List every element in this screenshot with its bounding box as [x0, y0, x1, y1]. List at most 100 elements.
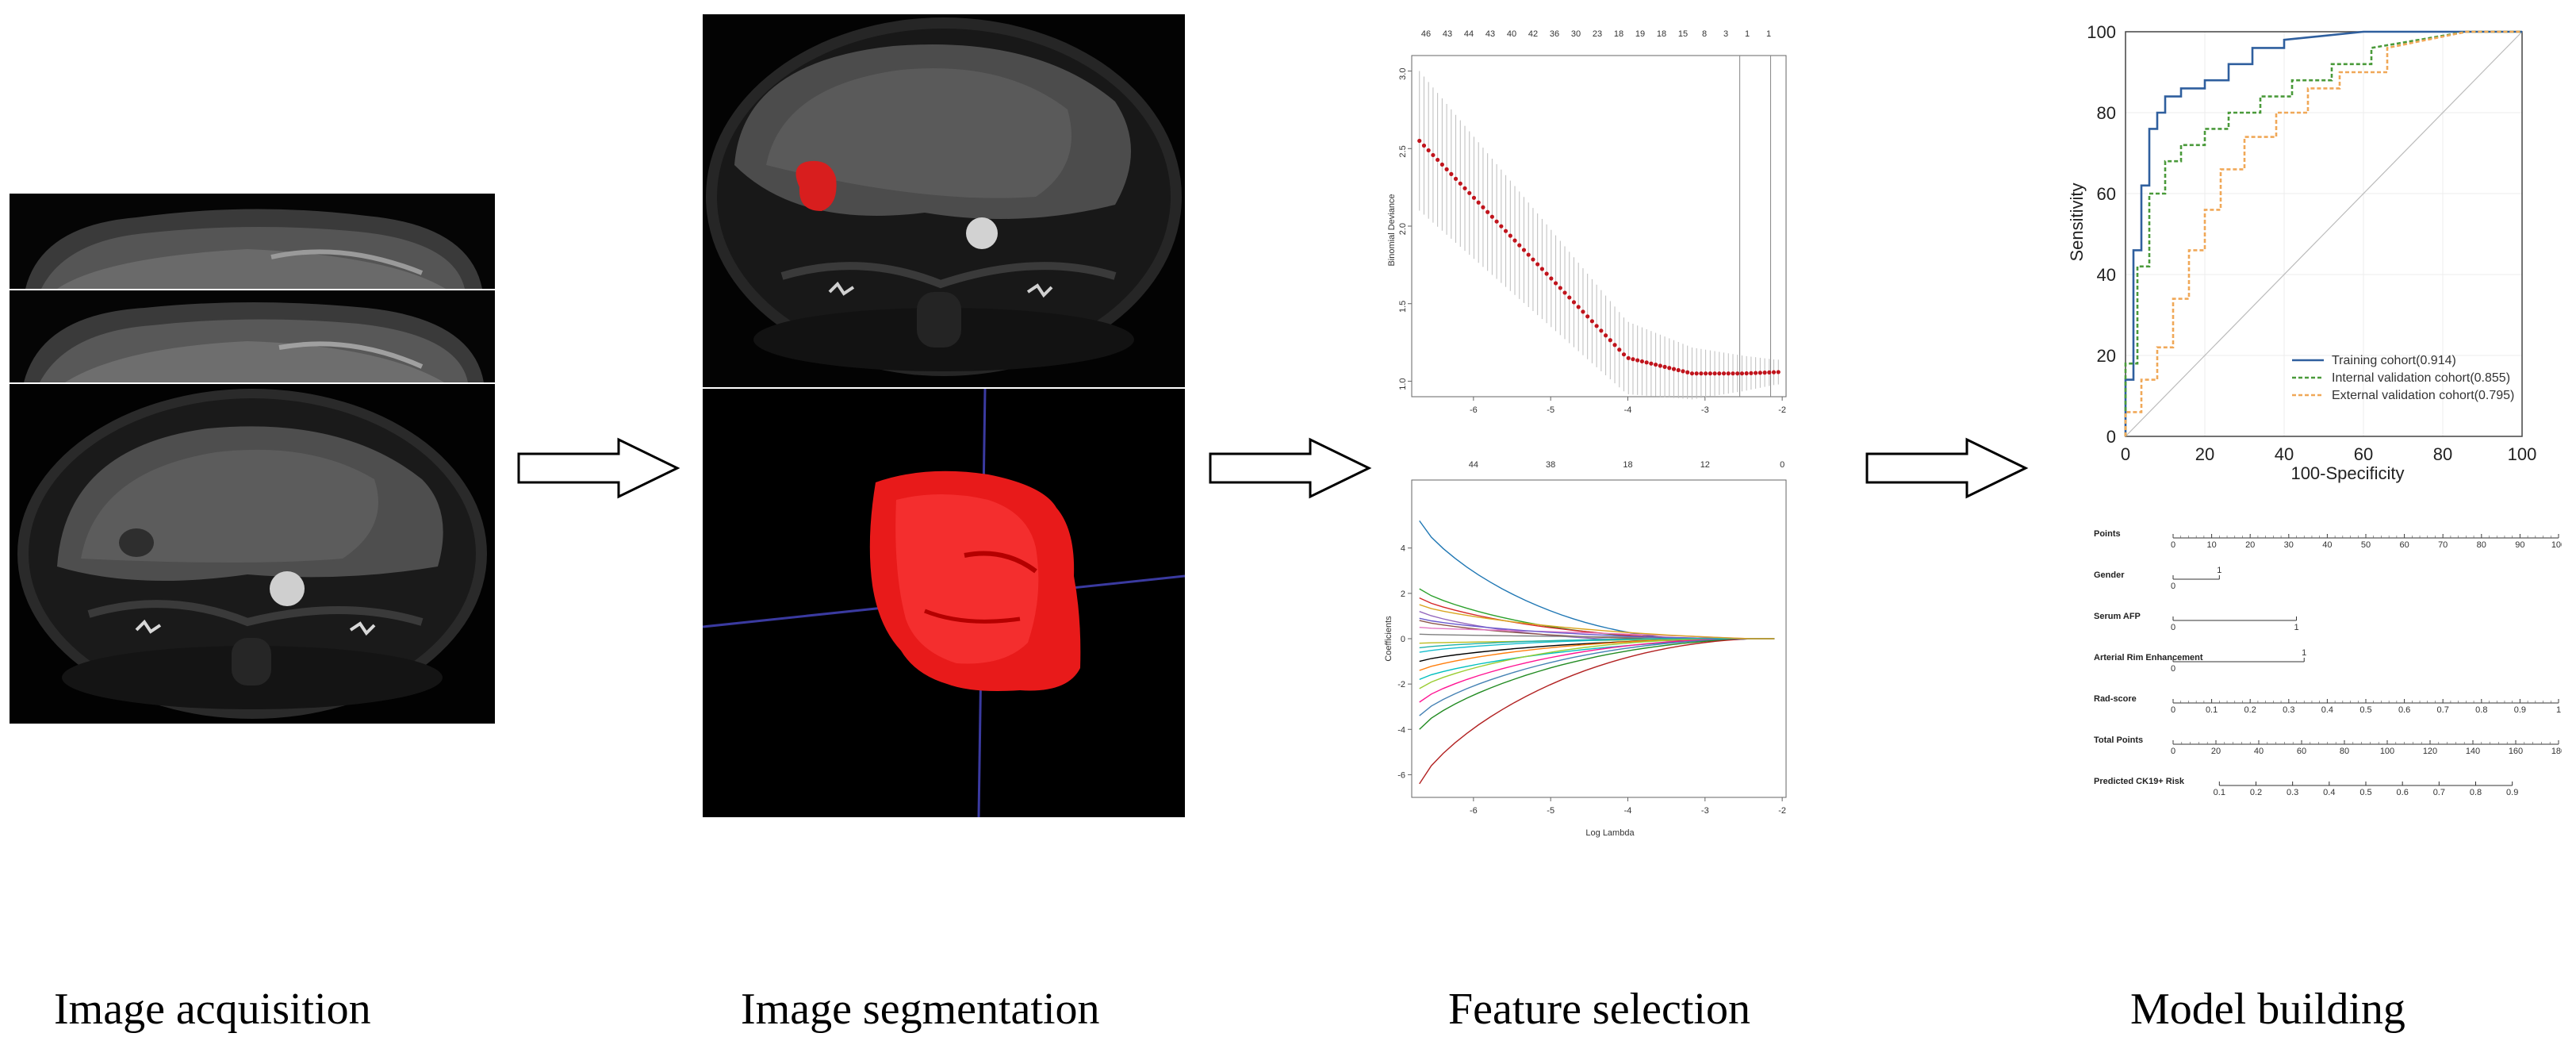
nomogram-tick-label: 0 — [2171, 623, 2175, 632]
nomogram-tick-label: 0.2 — [2244, 705, 2256, 715]
tumor-3d-render — [703, 389, 1185, 817]
deviance-point — [1535, 262, 1540, 267]
deviance-point — [1712, 371, 1717, 376]
roc-y-tick: 20 — [2097, 346, 2116, 366]
nomogram-tick-label: 0.4 — [2321, 705, 2333, 715]
deviance-point — [1626, 355, 1631, 360]
nomogram-tick-label: 0.3 — [2287, 788, 2298, 797]
deviance-point — [1599, 328, 1604, 333]
mri-slice-top — [10, 194, 495, 289]
nomogram-tick-label: 20 — [2245, 540, 2255, 550]
coefficient-xlabel: Log Lambda — [1585, 828, 1635, 838]
deviance-top-tick: 42 — [1528, 29, 1538, 39]
nomogram-tick-label: 120 — [2423, 747, 2437, 756]
nomogram-tick-label: 1 — [2217, 566, 2221, 575]
deviance-ylabel: Binomial Deviance — [1387, 194, 1397, 266]
deviance-point — [1485, 209, 1490, 214]
coef-top-tick: 12 — [1700, 460, 1710, 470]
deviance-point — [1539, 267, 1544, 271]
mri-segmented-slice — [703, 14, 1185, 387]
deviance-point — [1421, 143, 1427, 148]
nomogram-tick-label: 0.6 — [2397, 788, 2409, 797]
roc-curve — [2124, 30, 2522, 436]
deviance-point — [1567, 295, 1572, 300]
nomogram-tick-label: 60 — [2399, 540, 2409, 550]
deviance-point — [1426, 148, 1431, 153]
roc-legend-label: External validation cohort(0.795) — [2332, 389, 2514, 402]
nomogram-tick-label: 180 — [2551, 747, 2562, 756]
deviance-top-tick: 19 — [1635, 29, 1645, 39]
deviance-point — [1576, 305, 1581, 309]
nomogram-tick-label: 0 — [2171, 705, 2175, 715]
deviance-frame — [1411, 55, 1787, 398]
nomogram-tick-label: 0 — [2171, 582, 2175, 591]
arrow-right-icon — [517, 437, 680, 499]
coef-x-tick: -5 — [1547, 806, 1554, 816]
coef-top-tick: 18 — [1623, 460, 1632, 470]
nomogram-tick-label: 0.1 — [2206, 705, 2218, 715]
deviance-point — [1667, 366, 1672, 371]
deviance-point — [1417, 138, 1422, 144]
deviance-point — [1562, 290, 1567, 295]
coef-path — [1419, 638, 1775, 716]
nomogram-tick-label: 70 — [2438, 540, 2448, 550]
deviance-point — [1462, 186, 1467, 190]
deviance-point — [1544, 271, 1549, 276]
deviance-point — [1558, 286, 1562, 290]
deviance-point — [1531, 257, 1535, 262]
nomogram-tick-label: 0.3 — [2283, 705, 2294, 715]
roc-y-tick: 60 — [2097, 184, 2116, 204]
deviance-top-tick: 1 — [1745, 29, 1750, 39]
deviance-point — [1717, 371, 1722, 376]
deviance-y-tick: 1.0 — [1398, 378, 1408, 390]
mri-slice-main — [10, 384, 495, 724]
deviance-point — [1744, 371, 1749, 376]
deviance-point — [1581, 309, 1585, 314]
deviance-point — [1494, 219, 1499, 224]
deviance-x-tick: -3 — [1701, 405, 1709, 415]
coef-path — [1419, 638, 1775, 649]
nomogram-tick-label: 60 — [2297, 747, 2306, 756]
coef-y-tick: -2 — [1397, 680, 1405, 689]
lasso-deviance-plot: 46 43 44 43 40 42 36 30 23 18 19 18 15 8 3 1 1 -6 -5 -4 -3 -… — [1387, 29, 1787, 415]
deviance-point — [1499, 224, 1504, 229]
nomogram-tick-label: 90 — [2515, 540, 2524, 550]
deviance-top-tick: 1 — [1766, 29, 1771, 39]
deviance-top-tick: 44 — [1464, 29, 1474, 39]
nomogram-tick-label: 0.9 — [2514, 705, 2526, 715]
coef-path — [1419, 638, 1775, 730]
coef-y-tick: -6 — [1397, 770, 1405, 780]
deviance-point — [1612, 343, 1617, 348]
roc-legend-label: Internal validation cohort(0.855) — [2332, 371, 2510, 385]
deviance-top-tick: 8 — [1702, 29, 1707, 39]
nomogram-tick-label: 0 — [2171, 540, 2175, 550]
nomogram-tick-label: 20 — [2211, 747, 2221, 756]
nomogram-tick-label: 0.5 — [2359, 788, 2371, 797]
deviance-point — [1676, 367, 1681, 373]
arrow-right-icon — [1865, 437, 2029, 499]
deviance-point — [1739, 371, 1745, 376]
deviance-point — [1503, 229, 1508, 233]
deviance-point — [1726, 371, 1731, 376]
nomogram-tick-label: 0.7 — [2433, 788, 2445, 797]
deviance-point — [1767, 370, 1772, 374]
deviance-point — [1694, 371, 1699, 376]
deviance-point — [1649, 361, 1654, 366]
deviance-point — [1481, 205, 1485, 209]
deviance-x-tick: -2 — [1778, 405, 1786, 415]
stage-label-segmentation: Image segmentation — [741, 985, 1100, 1034]
deviance-point — [1654, 362, 1658, 367]
deviance-point — [1517, 243, 1522, 248]
deviance-point — [1458, 181, 1462, 186]
roc-x-tick: 20 — [2195, 444, 2214, 464]
stage-label-acquisition: Image acquisition — [54, 985, 371, 1034]
nomogram-row-label: Rad-score — [2094, 694, 2137, 704]
coef-x-tick: -2 — [1778, 806, 1786, 816]
coef-top-tick: 44 — [1469, 460, 1478, 470]
deviance-point — [1699, 371, 1704, 376]
coef-x-tick: -6 — [1470, 806, 1478, 816]
deviance-point — [1476, 200, 1481, 205]
nomogram-tick-label: 0 — [2171, 747, 2175, 756]
coef-y-tick: 0 — [1401, 635, 1405, 644]
deviance-y-tick: 3.0 — [1398, 68, 1408, 80]
